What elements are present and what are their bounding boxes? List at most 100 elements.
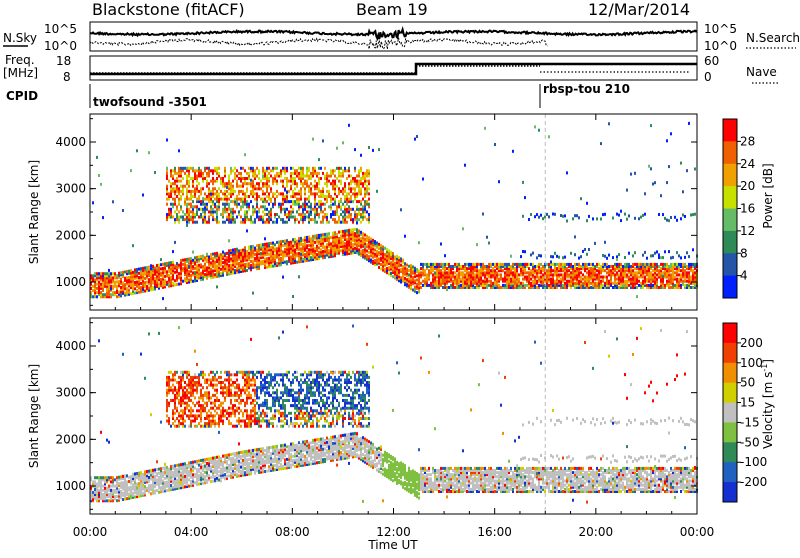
power-cell: [282, 167, 284, 170]
power-cell: [360, 187, 362, 190]
power-cell: [490, 263, 492, 266]
power-cell: [542, 217, 544, 220]
vel-cell: [100, 476, 102, 479]
power-cell: [296, 175, 298, 178]
power-cell: [574, 214, 576, 217]
power-cell: [444, 263, 446, 266]
power-cell: [638, 276, 640, 279]
power-cell: [176, 195, 178, 198]
power-cell: [656, 278, 658, 281]
power-cell: [228, 187, 230, 190]
power-cell: [332, 218, 334, 221]
power-cell: [168, 208, 170, 211]
power-cell: [204, 177, 206, 180]
power-cell: [326, 218, 328, 221]
power-cell: [292, 203, 294, 206]
power-cell: [166, 185, 168, 188]
power-cell: [254, 187, 256, 190]
power-cell: [174, 221, 176, 224]
power-cell: [654, 252, 656, 255]
power-cell: [690, 286, 692, 289]
power-cell: [420, 267, 422, 270]
power-cell: [314, 213, 316, 216]
power-cell: [284, 198, 286, 201]
power-cell: [274, 203, 276, 206]
vel-cell: [166, 409, 168, 412]
power-cell: [334, 221, 336, 224]
power-cell: [564, 214, 566, 217]
power-cell: [672, 263, 674, 266]
power-cell: [232, 218, 234, 221]
power-cell: [212, 210, 214, 213]
power-cell: [626, 218, 628, 221]
power-cell: [218, 192, 220, 195]
power-cell: [134, 281, 136, 284]
power-cell: [292, 245, 294, 248]
colorbar-segment: [723, 119, 737, 142]
power-cell: [102, 293, 104, 296]
power-cell: [362, 218, 364, 221]
power-cell: [338, 175, 340, 178]
power-cell: [684, 284, 686, 287]
power-cell: [340, 175, 342, 178]
power-cell: [166, 203, 168, 206]
power-cell: [302, 203, 304, 206]
power-cell: [308, 210, 310, 213]
power-cell: [538, 284, 540, 287]
power-cell: [610, 265, 612, 268]
power-cell: [242, 203, 244, 206]
power-cell: [220, 190, 222, 193]
power-cell: [220, 198, 222, 201]
power-cell: [360, 221, 362, 224]
power-cell: [334, 169, 336, 172]
power-cell: [502, 284, 504, 287]
power-cell: [582, 273, 584, 276]
power-cell: [266, 190, 268, 193]
power-cell: [186, 175, 188, 178]
power-cell: [322, 190, 324, 193]
power-cell: [634, 251, 636, 254]
power-cell: [206, 195, 208, 198]
power-cell: [322, 187, 324, 190]
power-cell: [362, 232, 364, 235]
power-cell: [258, 244, 260, 247]
power-cell: [194, 256, 196, 259]
power-cell: [292, 200, 294, 203]
power-cell: [266, 167, 268, 170]
power-cell: [366, 235, 368, 238]
power-cell: [164, 275, 166, 278]
power-cell: [272, 180, 274, 183]
power-cell: [188, 182, 190, 185]
power-cell: [282, 240, 284, 243]
power-cell: [326, 190, 328, 193]
power-cell: [258, 257, 260, 260]
power-cell: [682, 280, 684, 283]
power-cell: [412, 289, 414, 292]
power-cell: [524, 263, 526, 266]
power-cell: [208, 187, 210, 190]
power-cell: [600, 280, 602, 283]
power-cell: [208, 175, 210, 178]
noise-strip: N.Sky 10^5 10^0 10^5 10^0 N.Search: [3, 22, 800, 53]
power-cell: [104, 293, 106, 296]
power-cell: [554, 280, 556, 283]
power-cell: [350, 187, 352, 190]
power-cell: [574, 253, 576, 256]
power-cell: [602, 213, 604, 216]
power-cell: [226, 252, 228, 255]
power-cell: [230, 218, 232, 221]
power-cell: [222, 265, 224, 268]
power-cell: [208, 218, 210, 221]
power-cell: [232, 200, 234, 203]
power-cell: [320, 195, 322, 198]
power-cell: [152, 265, 154, 268]
power-cell: [330, 213, 332, 216]
power-cell: [174, 218, 176, 221]
power-cell: [192, 167, 194, 170]
power-cell: [302, 213, 304, 216]
vel-cell: [150, 484, 152, 487]
power-cell: [500, 273, 502, 276]
power-cell: [346, 177, 348, 180]
power-cell: [216, 205, 218, 208]
